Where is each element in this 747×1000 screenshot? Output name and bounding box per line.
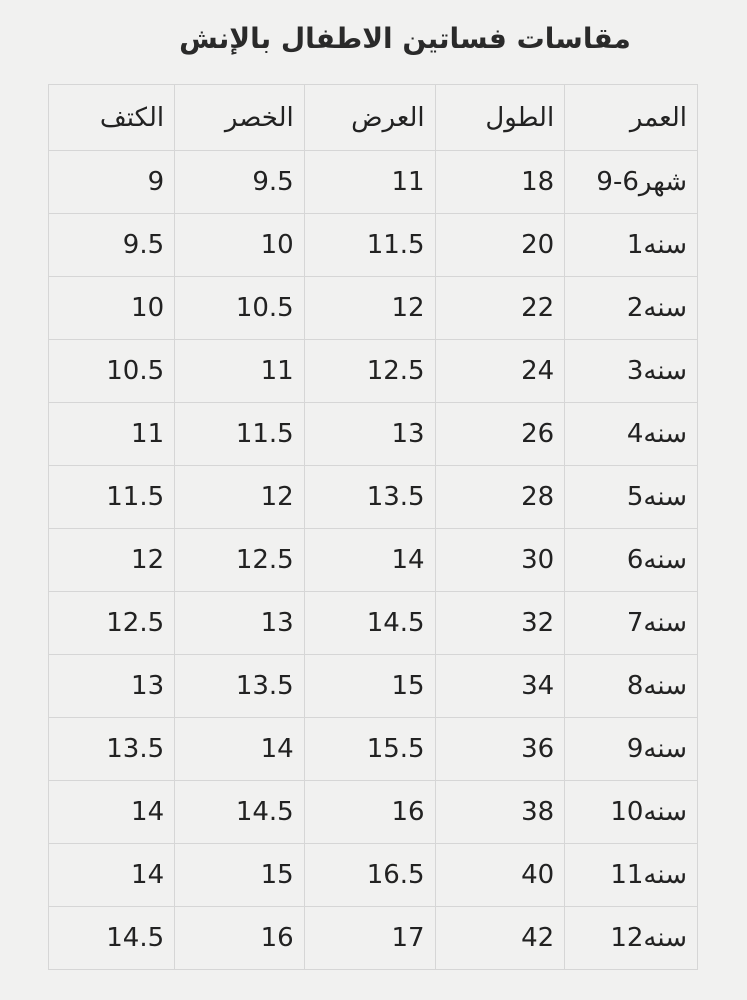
cell-width: 12.5 <box>303 339 436 403</box>
size-table: الكتف الخصر العرض الطول العمر 9 9.5 11 18 9-6شهر 9… <box>48 84 698 970</box>
cell-length: 18 <box>434 150 566 214</box>
cell-waist: 15 <box>174 843 305 907</box>
cell-width: 17 <box>303 906 436 970</box>
header-shoulder: الكتف <box>48 84 176 151</box>
cell-length: 20 <box>434 213 566 277</box>
cell-length: 36 <box>434 717 566 781</box>
cell-shoulder: 13 <box>48 654 176 718</box>
cell-age: 9-6شهر <box>564 150 698 214</box>
cell-length: 32 <box>434 591 566 655</box>
table-row: 9 9.5 11 18 9-6شهر <box>48 150 698 214</box>
table-row: 11.5 12 13.5 28 5سنه <box>48 465 698 529</box>
cell-shoulder: 10 <box>48 276 176 340</box>
cell-shoulder: 9 <box>48 150 176 214</box>
cell-width: 16 <box>303 780 436 844</box>
cell-waist: 14 <box>174 717 305 781</box>
table-row: 9.5 10 11.5 20 1سنه <box>48 213 698 277</box>
table-row: 10.5 11 12.5 24 3سنه <box>48 339 698 403</box>
cell-age: 12سنه <box>564 906 698 970</box>
table-row: 14.5 16 17 42 12سنه <box>48 906 698 970</box>
cell-shoulder: 11.5 <box>48 465 176 529</box>
cell-length: 40 <box>434 843 566 907</box>
cell-waist: 9.5 <box>174 150 305 214</box>
cell-age: 3سنه <box>564 339 698 403</box>
cell-age: 4سنه <box>564 402 698 466</box>
cell-age: 2سنه <box>564 276 698 340</box>
cell-width: 14 <box>303 528 436 592</box>
header-waist: الخصر <box>174 84 305 151</box>
cell-width: 11 <box>303 150 436 214</box>
cell-waist: 10 <box>174 213 305 277</box>
table-row: 14 14.5 16 38 10سنه <box>48 780 698 844</box>
cell-age: 7سنه <box>564 591 698 655</box>
cell-shoulder: 12.5 <box>48 591 176 655</box>
cell-width: 13 <box>303 402 436 466</box>
cell-shoulder: 14 <box>48 843 176 907</box>
cell-width: 16.5 <box>303 843 436 907</box>
cell-age: 1سنه <box>564 213 698 277</box>
cell-waist: 13 <box>174 591 305 655</box>
header-age: العمر <box>564 84 698 151</box>
cell-age: 8سنه <box>564 654 698 718</box>
cell-waist: 11.5 <box>174 402 305 466</box>
cell-width: 12 <box>303 276 436 340</box>
header-width: العرض <box>303 84 436 151</box>
cell-width: 11.5 <box>303 213 436 277</box>
cell-width: 15.5 <box>303 717 436 781</box>
cell-shoulder: 13.5 <box>48 717 176 781</box>
cell-shoulder: 12 <box>48 528 176 592</box>
cell-shoulder: 9.5 <box>48 213 176 277</box>
cell-waist: 12 <box>174 465 305 529</box>
cell-age: 5سنه <box>564 465 698 529</box>
cell-length: 26 <box>434 402 566 466</box>
cell-width: 14.5 <box>303 591 436 655</box>
page-title: مقاسات فساتين الاطفال بالإنش <box>179 22 631 55</box>
table-row: 11 11.5 13 26 4سنه <box>48 402 698 466</box>
cell-width: 15 <box>303 654 436 718</box>
cell-length: 38 <box>434 780 566 844</box>
size-table-container: الكتف الخصر العرض الطول العمر 9 9.5 11 18 9-6شهر 9… <box>48 84 698 977</box>
table-row: 13.5 14 15.5 36 9سنه <box>48 717 698 781</box>
cell-age: 9سنه <box>564 717 698 781</box>
table-row: 12.5 13 14.5 32 7سنه <box>48 591 698 655</box>
cell-waist: 14.5 <box>174 780 305 844</box>
cell-length: 34 <box>434 654 566 718</box>
cell-waist: 10.5 <box>174 276 305 340</box>
cell-shoulder: 14 <box>48 780 176 844</box>
cell-age: 10سنه <box>564 780 698 844</box>
table-row: 10 10.5 12 22 2سنه <box>48 276 698 340</box>
cell-waist: 13.5 <box>174 654 305 718</box>
cell-age: 11سنه <box>564 843 698 907</box>
cell-waist: 12.5 <box>174 528 305 592</box>
cell-length: 42 <box>434 906 566 970</box>
cell-shoulder: 10.5 <box>48 339 176 403</box>
cell-shoulder: 14.5 <box>48 906 176 970</box>
table-row: 13 13.5 15 34 8سنه <box>48 654 698 718</box>
cell-length: 24 <box>434 339 566 403</box>
cell-waist: 11 <box>174 339 305 403</box>
table-row: 14 15 16.5 40 11سنه <box>48 843 698 907</box>
cell-length: 22 <box>434 276 566 340</box>
cell-age: 6سنه <box>564 528 698 592</box>
header-length: الطول <box>434 84 566 151</box>
cell-length: 30 <box>434 528 566 592</box>
table-row: 12 12.5 14 30 6سنه <box>48 528 698 592</box>
cell-width: 13.5 <box>303 465 436 529</box>
cell-shoulder: 11 <box>48 402 176 466</box>
table-header-row: الكتف الخصر العرض الطول العمر <box>48 84 698 151</box>
cell-waist: 16 <box>174 906 305 970</box>
cell-length: 28 <box>434 465 566 529</box>
